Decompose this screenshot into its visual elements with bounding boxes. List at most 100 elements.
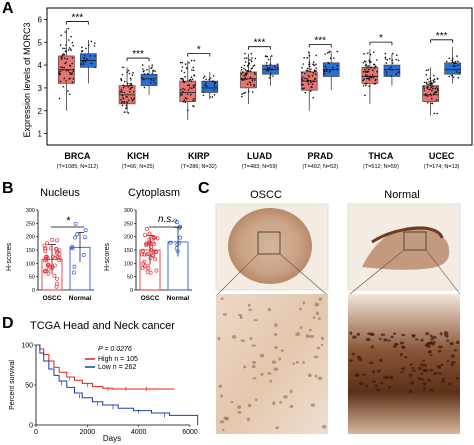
data-point: [189, 93, 192, 96]
data-point: [362, 79, 364, 82]
data-point: [155, 236, 160, 241]
data-point: [66, 58, 68, 60]
data-point: [146, 73, 149, 75]
nucleus-stain: [289, 404, 294, 409]
nucleus-stain: [401, 345, 406, 348]
data-point: [147, 231, 152, 236]
data-point: [426, 78, 429, 81]
nucleus-stain: [399, 353, 403, 357]
data-point: [192, 69, 195, 72]
data-point: [270, 72, 272, 75]
data-point: [268, 67, 271, 70]
data-point: [69, 93, 71, 96]
data-point: [127, 99, 130, 102]
data-point: [240, 73, 243, 75]
data-point: [73, 221, 78, 226]
nucleus-stain: [429, 388, 434, 392]
data-point: [71, 72, 73, 74]
data-point: [173, 218, 178, 223]
data-point: [143, 70, 145, 72]
nucleus-stain: [439, 332, 443, 336]
data-point: [437, 89, 439, 92]
data-point: [433, 112, 436, 115]
nucleus-stain: [356, 332, 360, 336]
data-point: [254, 73, 256, 76]
nucleus-stain: [295, 361, 299, 364]
data-point: [194, 84, 196, 86]
data-point: [423, 87, 425, 90]
data-point: [45, 241, 50, 246]
y-tick-label: 300: [124, 208, 133, 214]
data-point: [120, 102, 123, 104]
data-point: [142, 68, 144, 70]
data-point: [151, 72, 154, 74]
data-point: [250, 52, 253, 55]
data-point: [323, 72, 325, 75]
nucleus-stain: [349, 331, 353, 335]
data-point: [432, 82, 434, 84]
significance-label: *: [197, 45, 201, 56]
normal-box: [444, 62, 461, 75]
data-point: [452, 76, 455, 78]
data-point: [435, 91, 438, 94]
y-tick-label: 250: [26, 221, 35, 227]
data-point: [246, 65, 249, 67]
data-point: [127, 85, 130, 88]
data-point: [178, 235, 183, 240]
data-point: [364, 71, 367, 73]
data-point: [128, 72, 131, 75]
nucleus-stain: [440, 363, 444, 367]
nucleus-stain: [383, 338, 388, 342]
data-point: [434, 81, 436, 83]
normal-box: [201, 80, 219, 93]
data-point: [67, 49, 70, 51]
data-point: [370, 76, 373, 79]
nucleus-stain: [375, 388, 381, 392]
y-tick-label: 2: [38, 107, 43, 116]
data-point: [121, 94, 124, 97]
data-point: [154, 268, 159, 273]
data-point: [312, 72, 315, 74]
data-point: [250, 60, 253, 63]
nucleus-stain: [446, 339, 450, 342]
data-point: [426, 101, 429, 104]
data-point: [244, 76, 246, 79]
data-point: [131, 74, 134, 76]
data-point: [52, 263, 57, 268]
data-point: [65, 44, 67, 46]
nucleus-stain: [376, 369, 381, 373]
data-point: [123, 80, 126, 83]
data-point: [244, 69, 247, 71]
data-point: [253, 85, 256, 87]
data-point: [391, 59, 394, 62]
nucleus-stain: [395, 343, 399, 346]
data-point: [251, 80, 254, 82]
nucleus-stain: [231, 335, 237, 339]
nucleus-stain: [411, 334, 416, 337]
nucleus-stain: [305, 334, 310, 338]
data-point: [150, 253, 155, 257]
data-point: [183, 71, 186, 74]
nucleus-stain: [302, 301, 306, 305]
data-point: [429, 82, 431, 85]
data-point: [304, 91, 307, 94]
data-point: [312, 96, 314, 99]
nucleus-stain: [443, 332, 449, 337]
data-point: [436, 77, 439, 80]
normal-tissue-section: [362, 226, 450, 270]
data-point: [125, 104, 128, 107]
data-point: [363, 78, 366, 80]
data-point: [336, 68, 338, 70]
data-point: [429, 88, 432, 91]
data-point: [364, 65, 367, 67]
nucleus-stain: [318, 317, 321, 320]
data-point: [250, 67, 253, 70]
data-point: [326, 52, 329, 54]
nucleus-stain: [419, 378, 425, 381]
data-point: [69, 71, 71, 74]
data-point: [388, 67, 391, 70]
nucleus-stain: [451, 361, 456, 364]
data-point: [244, 74, 247, 76]
nucleus-stain: [309, 334, 315, 339]
nucleus-stain: [316, 346, 321, 350]
